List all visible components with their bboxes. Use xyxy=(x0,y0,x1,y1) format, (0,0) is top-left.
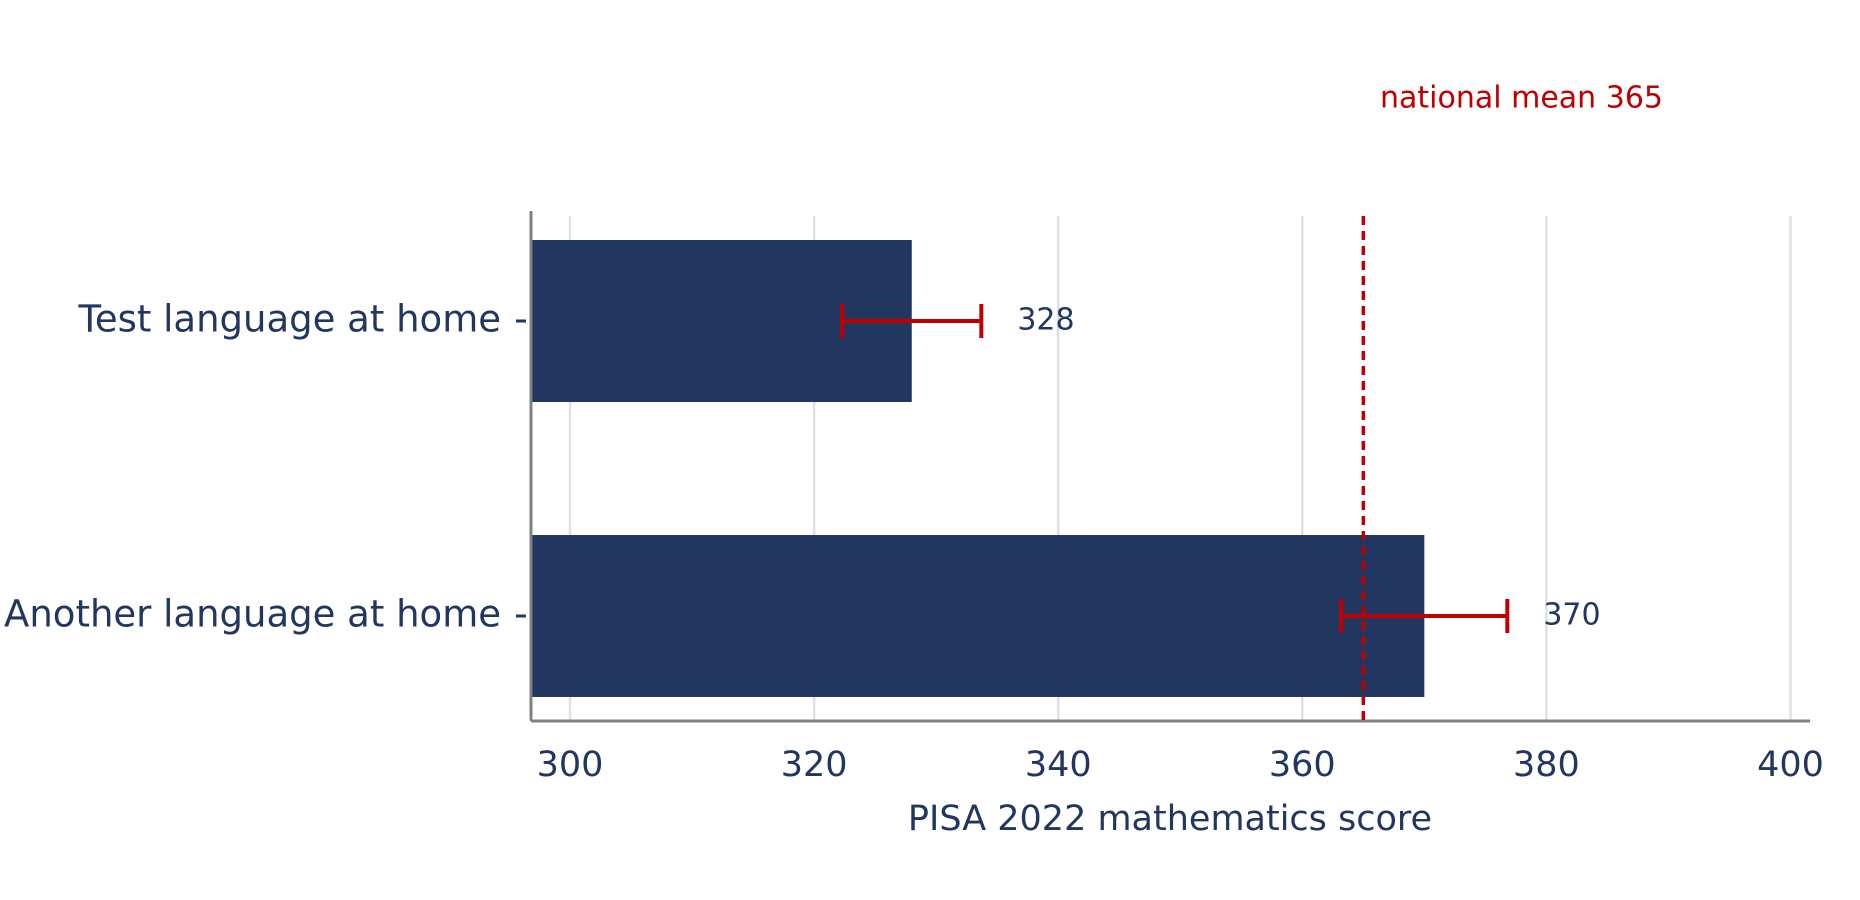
y-tick-label: Test language at home xyxy=(78,298,501,341)
x-axis-label: PISA 2022 mathematics score xyxy=(908,799,1432,839)
error-bar xyxy=(840,304,984,338)
x-tick-label: 300 xyxy=(537,745,604,785)
annotation: national mean 365 xyxy=(1380,81,1663,116)
x-tick-label: 380 xyxy=(1513,745,1580,785)
value-label: 328 xyxy=(1017,303,1074,338)
x-tick-label: 400 xyxy=(1757,745,1824,785)
x-tick-label: 360 xyxy=(1269,745,1336,785)
value-label: 370 xyxy=(1543,598,1600,633)
error-bar xyxy=(1339,599,1510,633)
x-tick-label: 340 xyxy=(1025,745,1092,785)
x-tick-label: 320 xyxy=(781,745,848,785)
bar xyxy=(531,535,1425,697)
y-tick-label: Another language at home xyxy=(4,593,501,636)
